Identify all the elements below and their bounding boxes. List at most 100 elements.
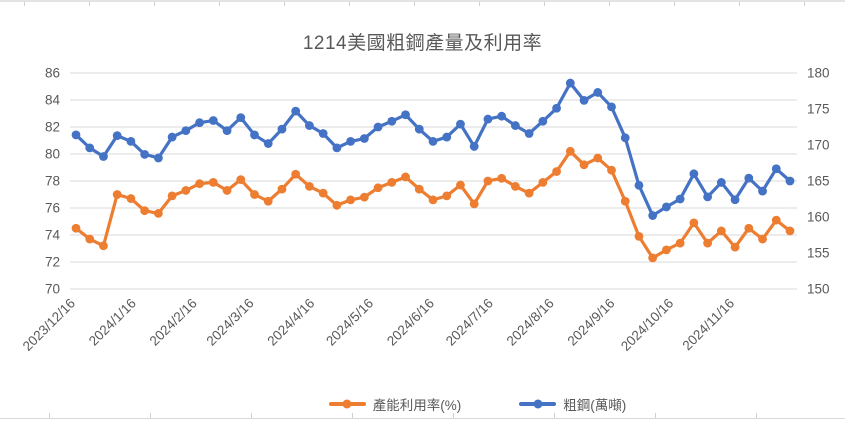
data-point-marker[interactable] — [579, 160, 589, 170]
data-point-marker[interactable] — [785, 176, 795, 186]
data-point-marker[interactable] — [291, 106, 301, 116]
data-point-marker[interactable] — [675, 194, 685, 204]
data-point-marker[interactable] — [579, 95, 589, 105]
data-point-marker[interactable] — [648, 211, 658, 220]
data-point-marker[interactable] — [401, 172, 410, 182]
data-point-marker[interactable] — [648, 253, 658, 263]
data-point-marker[interactable] — [236, 113, 246, 123]
data-point-marker[interactable] — [332, 200, 342, 210]
data-point-marker[interactable] — [85, 234, 95, 244]
data-point-marker[interactable] — [510, 121, 520, 130]
data-point-marker[interactable] — [71, 130, 81, 140]
data-point-marker[interactable] — [99, 152, 108, 161]
data-point-marker[interactable] — [744, 223, 754, 233]
data-point-marker[interactable] — [208, 177, 218, 187]
data-point-marker[interactable] — [112, 190, 122, 199]
data-point-marker[interactable] — [346, 195, 356, 205]
data-point-marker[interactable] — [716, 178, 726, 187]
data-point-marker[interactable] — [153, 209, 163, 218]
data-point-marker[interactable] — [359, 134, 369, 143]
data-point-marker[interactable] — [662, 202, 671, 212]
series-crude-steel[interactable] — [71, 78, 795, 220]
data-point-marker[interactable] — [126, 137, 136, 146]
data-point-marker[interactable] — [305, 121, 314, 130]
data-point-marker[interactable] — [140, 149, 150, 159]
data-point-marker[interactable] — [277, 124, 287, 134]
data-point-marker[interactable] — [250, 130, 259, 140]
data-point-marker[interactable] — [689, 169, 699, 179]
data-point-marker[interactable] — [497, 173, 507, 183]
data-point-marker[interactable] — [153, 153, 163, 163]
data-point-marker[interactable] — [167, 132, 177, 142]
data-point-marker[interactable] — [593, 153, 603, 163]
data-point-marker[interactable] — [607, 165, 616, 175]
data-point-marker[interactable] — [510, 182, 520, 191]
data-point-marker[interactable] — [634, 180, 644, 190]
data-point-marker[interactable] — [483, 176, 493, 186]
data-point-marker[interactable] — [593, 88, 603, 97]
data-point-marker[interactable] — [263, 139, 273, 148]
data-point-marker[interactable] — [318, 188, 328, 198]
data-point-marker[interactable] — [552, 103, 561, 113]
data-point-marker[interactable] — [703, 192, 713, 202]
data-point-marker[interactable] — [181, 186, 191, 195]
data-point-marker[interactable] — [428, 137, 438, 146]
data-point-marker[interactable] — [675, 238, 685, 248]
data-point-marker[interactable] — [538, 177, 548, 187]
data-point-marker[interactable] — [689, 218, 699, 228]
data-point-marker[interactable] — [208, 116, 218, 125]
data-point-marker[interactable] — [744, 173, 754, 183]
chart-area[interactable]: 1214美國粗鋼產量及利用率 70 72 74 76 78 80 82 84 86 150 155 1… — [0, 6, 845, 418]
data-point-marker[interactable] — [428, 195, 438, 205]
data-point-marker[interactable] — [291, 169, 301, 179]
data-point-marker[interactable] — [195, 118, 204, 128]
data-point-marker[interactable] — [716, 226, 726, 236]
data-point-marker[interactable] — [483, 114, 493, 124]
data-point-marker[interactable] — [771, 164, 781, 174]
data-point-marker[interactable] — [71, 223, 81, 233]
data-point-marker[interactable] — [620, 196, 630, 206]
data-point-marker[interactable] — [387, 116, 397, 126]
legend-item-utilization[interactable]: 產能利用率(%) — [328, 394, 461, 414]
data-point-marker[interactable] — [785, 226, 795, 236]
data-point-marker[interactable] — [662, 245, 671, 255]
data-point-marker[interactable] — [222, 126, 232, 135]
data-point-marker[interactable] — [318, 129, 328, 138]
series-utilization[interactable] — [71, 146, 795, 263]
data-point-marker[interactable] — [730, 195, 740, 205]
data-point-marker[interactable] — [222, 186, 232, 195]
data-point-marker[interactable] — [305, 182, 314, 191]
data-point-marker[interactable] — [414, 124, 424, 134]
data-point-marker[interactable] — [181, 126, 191, 135]
data-point-marker[interactable] — [497, 111, 507, 121]
data-point-marker[interactable] — [442, 132, 452, 142]
data-point-marker[interactable] — [469, 142, 479, 151]
data-point-marker[interactable] — [634, 231, 644, 241]
data-point-marker[interactable] — [758, 234, 767, 244]
data-point-marker[interactable] — [263, 196, 273, 206]
data-point-marker[interactable] — [140, 206, 150, 216]
data-point-marker[interactable] — [99, 241, 108, 251]
data-point-marker[interactable] — [373, 122, 383, 132]
data-point-marker[interactable] — [565, 146, 575, 156]
data-point-marker[interactable] — [112, 131, 122, 141]
data-point-marker[interactable] — [126, 194, 136, 203]
data-point-marker[interactable] — [703, 238, 713, 248]
data-point-marker[interactable] — [373, 183, 383, 193]
data-point-marker[interactable] — [332, 143, 342, 153]
data-point-marker[interactable] — [442, 191, 452, 201]
data-point-marker[interactable] — [195, 179, 204, 189]
data-point-marker[interactable] — [456, 119, 465, 129]
data-point-marker[interactable] — [620, 133, 630, 143]
data-point-marker[interactable] — [387, 177, 397, 187]
data-point-marker[interactable] — [469, 199, 479, 209]
data-point-marker[interactable] — [771, 215, 781, 225]
data-point-marker[interactable] — [538, 116, 548, 126]
data-point-marker[interactable] — [359, 192, 369, 202]
data-point-marker[interactable] — [401, 110, 410, 120]
data-point-marker[interactable] — [565, 78, 575, 88]
data-point-marker[interactable] — [524, 129, 534, 138]
legend-item-crude-steel[interactable]: 粗鋼(萬噸) — [519, 394, 626, 414]
data-point-marker[interactable] — [730, 242, 740, 252]
data-point-marker[interactable] — [524, 188, 534, 198]
